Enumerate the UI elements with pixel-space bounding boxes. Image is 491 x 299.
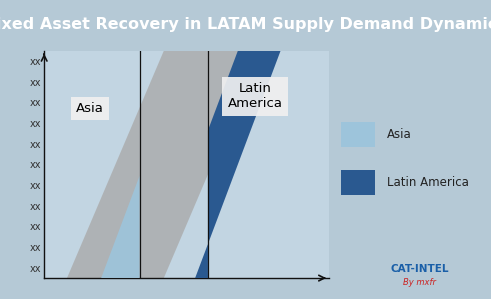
Text: CAT-INTEL: CAT-INTEL: [390, 264, 449, 274]
Text: Asia: Asia: [387, 128, 411, 141]
Text: Latin America: Latin America: [387, 176, 469, 189]
Text: Asia: Asia: [76, 102, 104, 115]
Text: By mxfr: By mxfr: [403, 278, 436, 287]
Polygon shape: [195, 51, 280, 278]
Text: Latin
America: Latin America: [227, 82, 282, 110]
Polygon shape: [101, 176, 144, 289]
Polygon shape: [67, 51, 261, 278]
Text: Fixed Asset Recovery in LATAM Supply Demand Dynamics: Fixed Asset Recovery in LATAM Supply Dem…: [0, 17, 491, 32]
Bar: [341, 170, 375, 195]
Bar: [341, 122, 375, 147]
